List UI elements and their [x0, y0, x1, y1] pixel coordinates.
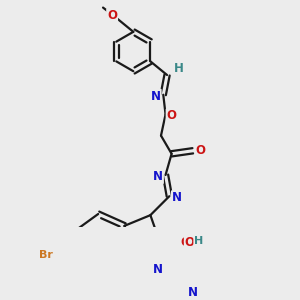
Text: O: O — [185, 236, 195, 249]
Text: N: N — [153, 263, 163, 276]
Text: O: O — [107, 9, 117, 22]
Text: N: N — [188, 286, 198, 299]
Text: O: O — [180, 236, 190, 249]
Text: H: H — [174, 62, 184, 75]
Text: H: H — [188, 237, 197, 248]
Text: H: H — [194, 236, 203, 246]
Text: O: O — [195, 144, 206, 157]
Text: N: N — [172, 191, 182, 204]
Text: O: O — [167, 110, 177, 122]
Text: Br: Br — [39, 250, 53, 260]
Text: N: N — [151, 90, 161, 103]
Text: N: N — [153, 170, 163, 183]
